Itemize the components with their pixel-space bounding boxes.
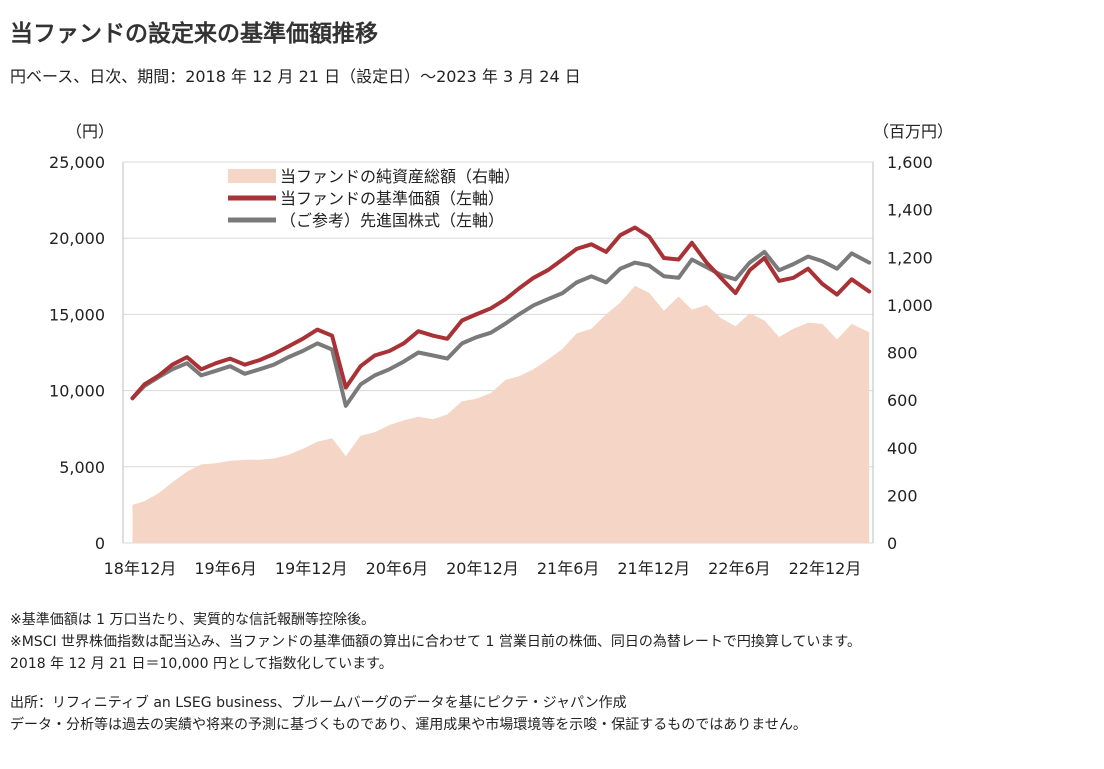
x-tick-label: 19年12月: [275, 559, 348, 578]
y-left-tick-label: 25,000: [49, 153, 105, 172]
x-tick-label: 20年12月: [446, 559, 519, 578]
y-right-tick-label: 1,600: [887, 153, 933, 172]
y-right-tick-label: 1,200: [887, 248, 933, 267]
chart-title: 当ファンドの設定来の基準価額推移: [10, 21, 378, 47]
y-left-tick-label: 5,000: [59, 458, 105, 477]
y-left-tick-label: 20,000: [49, 229, 105, 248]
legend-swatch: [228, 169, 276, 183]
y-left-tick-label: 0: [95, 534, 105, 553]
y-right-unit: （百万円）: [873, 122, 953, 141]
series-area-net-assets: [132, 285, 870, 543]
legend-item-fund-nav: 当ファンドの基準価額（左軸）: [228, 189, 504, 208]
notes: ※基準価額は 1 万口当たり、実質的な信託報酬等控除後。 ※MSCI 世界株価指…: [10, 609, 861, 675]
note-3: 2018 年 12 月 21 日＝10,000 円として指数化しています。: [10, 656, 393, 672]
y-left-tick-label: 15,000: [49, 305, 105, 324]
y-right-tick-label: 200: [887, 486, 918, 505]
x-tick-label: 21年6月: [537, 559, 600, 578]
source-line-1: 出所：リフィニティブ an LSEG business、ブルームバーグのデータを…: [10, 695, 627, 711]
note-1: ※基準価額は 1 万口当たり、実質的な信託報酬等控除後。: [10, 612, 375, 628]
y-right-tick-label: 600: [887, 391, 918, 410]
source-line-2: データ・分析等は過去の実績や将来の予測に基づくものであり、運用成果や市場環境等を…: [10, 717, 807, 733]
y-right-tick-label: 1,400: [887, 201, 933, 220]
x-tick-label: 21年12月: [617, 559, 690, 578]
y-right-tick-label: 800: [887, 344, 918, 363]
source: 出所：リフィニティブ an LSEG business、ブルームバーグのデータを…: [10, 692, 807, 736]
legend-item-developed-equity: （ご参考）先進国株式（左軸）: [228, 211, 504, 230]
y-right-tick-label: 400: [887, 439, 918, 458]
note-2: ※MSCI 世界株価指数は配当込み、当ファンドの基準価額の算出に合わせて 1 営…: [10, 634, 862, 650]
chart-subtitle: 円ベース、日次、期間：2018 年 12 月 21 日（設定日）～2023 年 …: [10, 67, 581, 86]
y-right-tick-label: 0: [887, 534, 897, 553]
series-line-developed-equity: [130, 249, 872, 408]
legend-label: 当ファンドの純資産総額（右軸）: [280, 167, 520, 186]
x-tick-label: 22年12月: [789, 559, 862, 578]
x-tick-label: 22年6月: [708, 559, 771, 578]
y-right-tick-label: 1,000: [887, 296, 933, 315]
legend-label: （ご参考）先進国株式（左軸）: [280, 211, 504, 230]
x-tick-label: 20年6月: [366, 559, 429, 578]
x-tick-label: 18年12月: [104, 559, 177, 578]
chart: 0 5,000 10,000 15,000 20,000 25,000 0 200 400 600…: [49, 122, 953, 578]
legend-label: 当ファンドの基準価額（左軸）: [280, 189, 504, 208]
legend-item-net-assets: 当ファンドの純資産総額（右軸）: [228, 167, 520, 186]
y-left-tick-label: 10,000: [49, 382, 105, 401]
x-tick-label: 19年6月: [194, 559, 257, 578]
y-left-unit: （円）: [66, 122, 114, 141]
series-line-fund-nav: [130, 225, 872, 401]
